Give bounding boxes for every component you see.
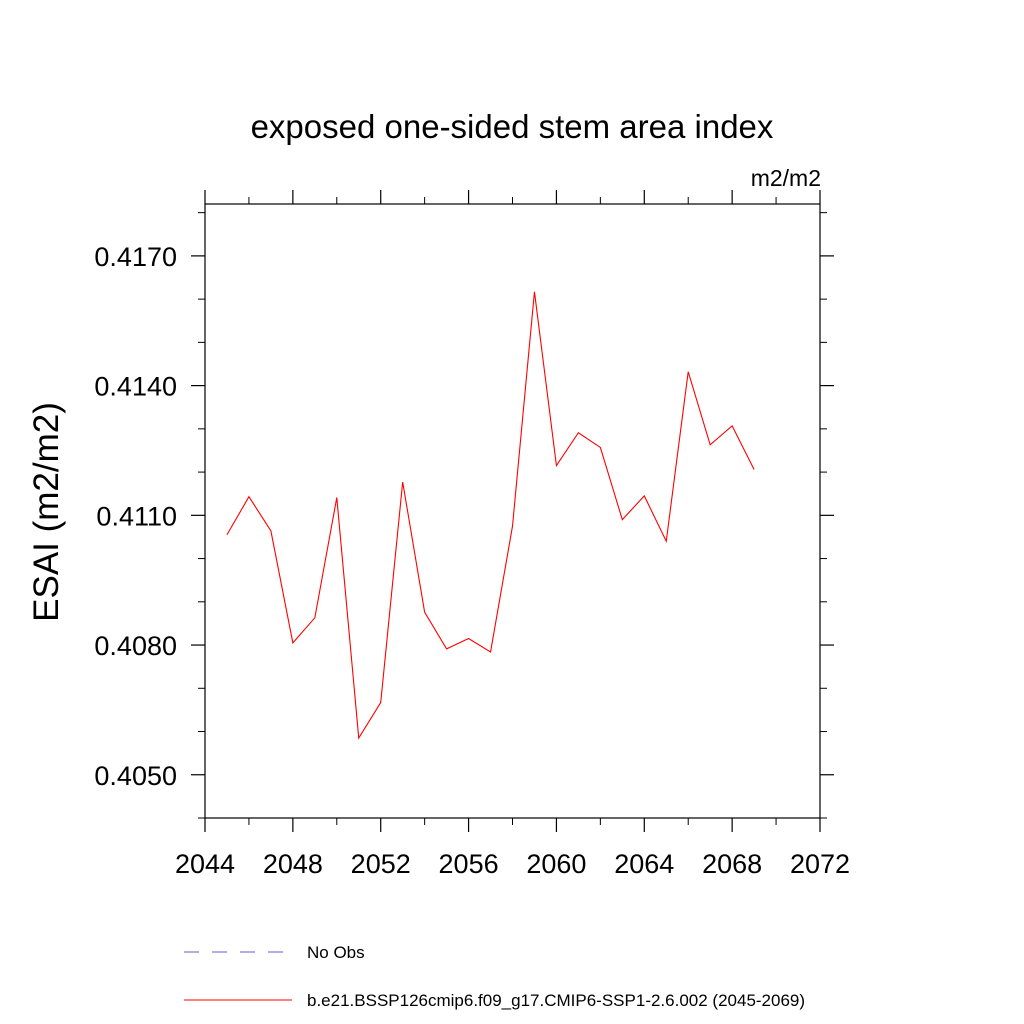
- y-tick-label: 0.4140: [94, 372, 177, 402]
- plot-frame: [204, 203, 821, 819]
- chart-title: exposed one-sided stem area index: [251, 108, 774, 145]
- units-label: m2/m2: [751, 165, 821, 191]
- series: [226, 291, 755, 740]
- x-tick-label: 2048: [263, 849, 323, 879]
- x-tick-label: 2044: [175, 849, 235, 879]
- x-tick-label: 2068: [702, 849, 762, 879]
- y-tick-label: 0.4080: [94, 631, 177, 661]
- series-line-1: [226, 291, 755, 740]
- legend-label-1: b.e21.BSSP126cmip6.f09_g17.CMIP6-SSP1-2.…: [307, 991, 805, 1010]
- legend-label-0: No Obs: [307, 943, 365, 962]
- x-tick-label: 2064: [614, 849, 674, 879]
- y-axis-label: ESAI (m2/m2): [27, 402, 66, 622]
- x-tick-label: 2052: [351, 849, 411, 879]
- y-tick-label: 0.4110: [96, 501, 177, 531]
- x-tick-label: 2060: [526, 849, 586, 879]
- x-tick-label: 2056: [439, 849, 499, 879]
- legend: No Obs b.e21.BSSP126cmip6.f09_g17.CMIP6-S…: [184, 943, 805, 1010]
- y-tick-label: 0.4170: [94, 242, 177, 272]
- x-tick-label: 2072: [790, 849, 850, 879]
- axes: 2044 2048 2052 2056 2060 2064 2068 2072 0.4050 0.…: [94, 190, 850, 879]
- y-tick-label: 0.4050: [94, 761, 177, 791]
